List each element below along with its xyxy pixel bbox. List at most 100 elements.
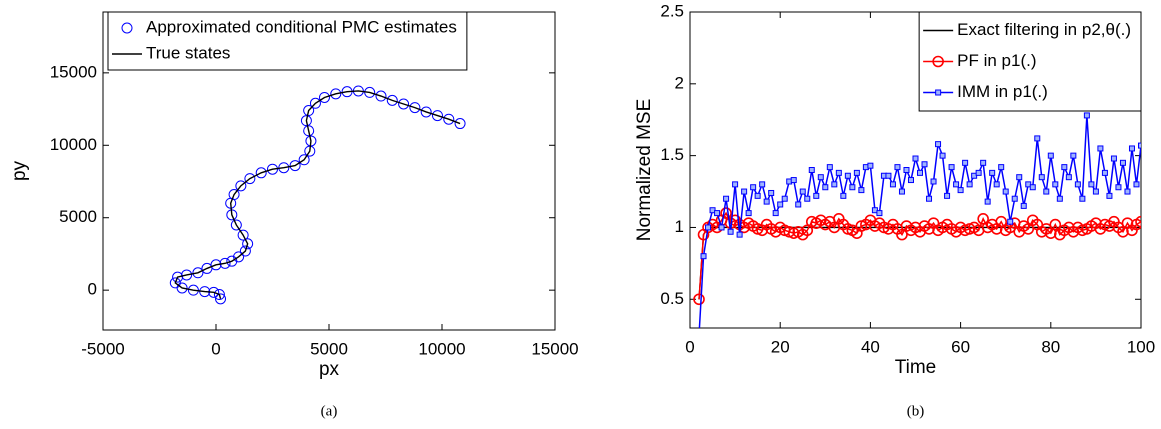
marker — [431, 110, 443, 122]
marker — [889, 181, 896, 188]
marker — [1070, 152, 1077, 159]
marker — [213, 289, 225, 301]
marker — [768, 189, 775, 196]
marker — [1034, 135, 1041, 142]
marker — [790, 177, 797, 184]
plot-area — [169, 85, 466, 305]
marker — [876, 210, 883, 217]
marker — [386, 94, 398, 106]
marker — [741, 188, 748, 195]
marker — [772, 210, 779, 217]
marker — [1092, 188, 1099, 195]
y-tick-label: 1 — [675, 217, 684, 236]
marker — [303, 105, 315, 117]
marker — [1124, 188, 1131, 195]
marker — [817, 174, 824, 181]
marker — [966, 181, 973, 188]
marker — [759, 181, 766, 188]
marker — [944, 192, 951, 199]
y-tick-label: 0.5 — [660, 289, 684, 308]
marker — [1119, 159, 1126, 166]
y-tick-label: 1.5 — [660, 145, 684, 164]
marker — [303, 125, 315, 137]
caption: (b) — [907, 403, 925, 419]
marker — [289, 160, 301, 172]
marker — [298, 154, 310, 166]
y-tick-label: 10000 — [50, 135, 97, 154]
marker — [808, 167, 815, 173]
marker — [1038, 174, 1045, 181]
marker — [795, 201, 802, 208]
x-axis-label: Time — [895, 357, 937, 378]
marker — [705, 224, 712, 231]
y-axis-label: py — [9, 160, 30, 181]
marker — [1061, 164, 1068, 171]
marker — [228, 189, 240, 201]
marker — [718, 224, 725, 231]
series-line — [174, 90, 461, 300]
marker — [980, 159, 987, 166]
marker — [181, 269, 193, 281]
marker — [300, 115, 312, 127]
y-tick-label: 2 — [675, 73, 684, 92]
legend-label: IMM in p1(.) — [957, 82, 1048, 101]
marker — [1029, 184, 1036, 191]
marker — [1079, 195, 1086, 202]
marker — [255, 167, 267, 179]
marker — [1047, 152, 1054, 159]
marker — [948, 164, 955, 171]
marker — [754, 192, 761, 199]
marker — [244, 173, 256, 185]
x-tick-label: 5000 — [310, 339, 348, 358]
marker — [799, 188, 806, 195]
marker — [242, 238, 254, 250]
marker — [169, 277, 181, 289]
marker — [230, 219, 242, 231]
marker — [1052, 181, 1059, 188]
marker — [1074, 181, 1081, 188]
marker — [867, 162, 874, 169]
marker — [953, 181, 960, 188]
marker — [1011, 195, 1018, 202]
x-tick-label: 80 — [1041, 337, 1060, 356]
legend: Exact filtering in p2,θ(.) PF in p1(.) IMM… — [918, 11, 1142, 112]
marker — [777, 201, 784, 208]
marker — [804, 195, 811, 202]
marker — [215, 293, 227, 305]
marker — [1056, 195, 1063, 202]
legend-box — [918, 11, 1142, 112]
marker — [939, 152, 946, 159]
marker — [750, 184, 757, 191]
marker — [697, 333, 702, 338]
marker — [858, 187, 865, 194]
marker — [907, 177, 914, 184]
marker — [1128, 145, 1135, 152]
marker — [921, 161, 928, 168]
marker — [454, 118, 466, 130]
marker — [1083, 112, 1090, 119]
marker — [1138, 142, 1141, 149]
marker — [1007, 218, 1014, 225]
y-tick-label: 0 — [88, 280, 97, 299]
marker — [962, 159, 969, 166]
marker — [822, 184, 829, 191]
plot-area — [693, 112, 1141, 338]
x-tick-label: 40 — [861, 337, 880, 356]
marker — [885, 172, 892, 179]
marker — [1016, 174, 1023, 181]
x-tick-label: -5000 — [81, 339, 124, 358]
marker — [1049, 218, 1062, 231]
marker — [831, 181, 838, 188]
marker — [957, 187, 964, 194]
marker — [714, 210, 721, 217]
marker — [233, 251, 245, 263]
marker — [1043, 188, 1050, 195]
caption: (a) — [321, 403, 338, 419]
marker — [993, 181, 1000, 188]
marker — [898, 188, 905, 195]
marker — [975, 169, 982, 176]
marker — [1088, 181, 1095, 188]
marker — [849, 184, 856, 191]
x-axis-label: px — [319, 359, 340, 380]
